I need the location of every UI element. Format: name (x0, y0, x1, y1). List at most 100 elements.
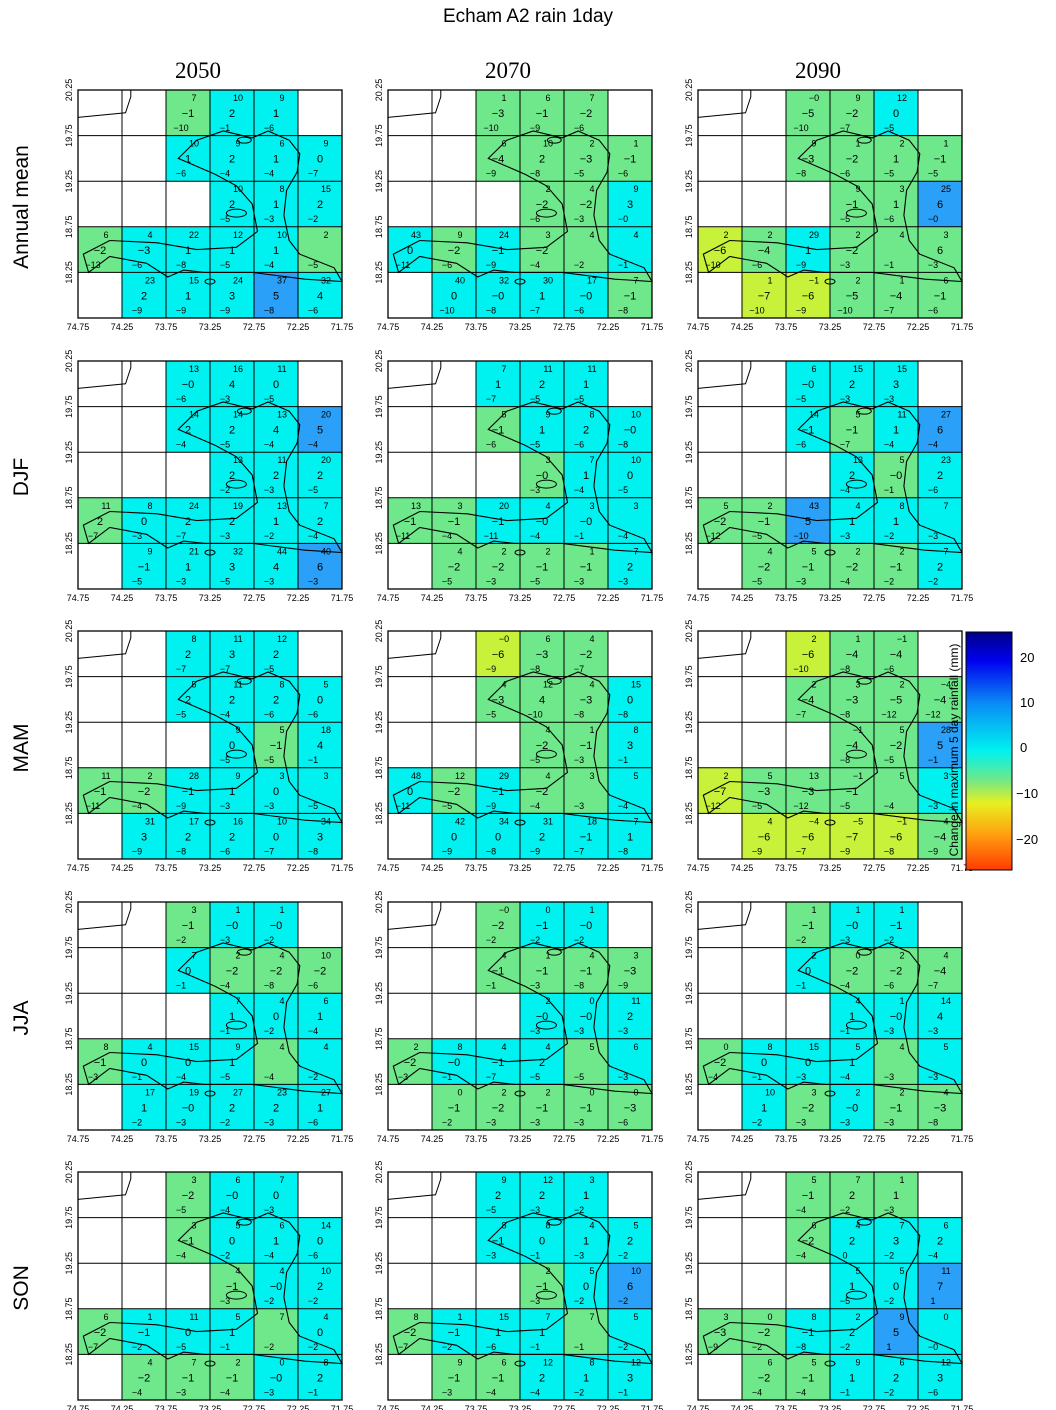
cell-min-label: −2 (884, 935, 894, 945)
cell-max-label: 15 (897, 364, 907, 374)
cell-max-label: 10 (631, 410, 641, 420)
cell-max-label: 1 (147, 1312, 152, 1322)
cell-min-label: −3 (618, 1026, 628, 1036)
cell-median-label: −4 (846, 740, 859, 752)
cell-median-label: 2 (273, 1102, 279, 1114)
data-cell (918, 676, 962, 723)
cell-min-label: −3 (574, 214, 584, 224)
x-tick-label: 72.25 (287, 322, 310, 332)
x-tick-label: 73.75 (465, 322, 488, 332)
cell-max-label: 4 (899, 1042, 904, 1052)
cell-max-label: 2 (545, 996, 550, 1006)
y-tick-label: 19.25 (684, 1252, 694, 1275)
data-cell (298, 1038, 342, 1085)
y-tick-label: 19.75 (374, 665, 384, 688)
cell-min-label: −9 (708, 1342, 718, 1352)
y-tick-label: 19.75 (374, 395, 384, 418)
data-cell (298, 497, 342, 544)
cell-min-label: −5 (796, 394, 806, 404)
cell-min-label: −2 (884, 531, 894, 541)
data-cell (78, 497, 122, 544)
cell-max-label: 15 (499, 1312, 509, 1322)
island-vache (514, 549, 526, 556)
cell-min-label: −7 (486, 1072, 496, 1082)
data-cell (564, 1263, 608, 1309)
cell-min-label: −5 (840, 214, 850, 224)
x-tick-label: 73.25 (199, 863, 222, 873)
cell-median-label: −2 (580, 108, 593, 120)
x-tick-label: 71.75 (951, 1404, 974, 1410)
x-tick-label: 72.25 (287, 863, 310, 873)
cell-max-label: 4 (545, 771, 550, 781)
cell-median-label: −3 (624, 966, 637, 978)
cell-min-label: −12 (705, 531, 720, 541)
cell-max-label: 4 (501, 680, 506, 690)
cell-median-label: 1 (273, 108, 279, 120)
cell-min-label: −8 (884, 846, 894, 856)
cell-max-label: 5 (899, 1266, 904, 1276)
panel-frame (697, 901, 963, 1131)
cell-min-label: −9 (176, 305, 186, 315)
data-cell (476, 676, 520, 723)
cell-min-label: −4 (796, 1251, 806, 1261)
cell-median-label: −3 (492, 108, 505, 120)
cell-max-label: 25 (941, 184, 951, 194)
x-tick-label: 72.25 (907, 593, 930, 603)
cell-min-label: −2 (884, 1296, 894, 1306)
cell-min-label: −3 (618, 576, 628, 586)
cell-min-label: −7 (574, 664, 584, 674)
cell-max-label: 2 (545, 1087, 550, 1097)
cell-max-label: 6 (501, 1357, 506, 1367)
cell-max-label: 32 (233, 546, 243, 556)
cell-min-label: −1 (308, 1387, 318, 1397)
cell-min-label: −3 (264, 214, 274, 224)
cell-min-label: −12 (705, 801, 720, 811)
cell-max-label: 3 (855, 680, 860, 690)
cell-min-label: −3 (618, 1072, 628, 1082)
cell-median-label: 1 (185, 561, 191, 573)
cell-max-label: 4 (279, 996, 284, 1006)
data-cell (742, 543, 786, 589)
cell-max-label: 7 (279, 1312, 284, 1322)
cell-median-label: 2 (849, 1236, 855, 1248)
cell-min-label: −3 (486, 1251, 496, 1261)
cell-max-label: 4 (633, 230, 638, 240)
panel-frame (387, 89, 653, 319)
cell-median-label: −0 (536, 516, 549, 528)
cell-min-label: −3 (574, 576, 584, 586)
cell-median-label: 3 (229, 649, 235, 661)
coastline-north (387, 1172, 442, 1200)
y-tick-label: 18.25 (374, 532, 384, 555)
cell-max-label: 5 (633, 771, 638, 781)
cell-min-label: −3 (88, 1072, 98, 1082)
cell-max-label: −1 (897, 634, 907, 644)
data-cell (786, 90, 830, 136)
coastline-north (77, 361, 132, 389)
data-cell (388, 226, 432, 273)
cell-median-label: 2 (229, 108, 235, 120)
data-cell (78, 1038, 122, 1085)
cell-max-label: 23 (941, 455, 951, 465)
y-tick-label: 18.25 (64, 802, 74, 825)
cell-max-label: 11 (101, 501, 110, 511)
data-cell (210, 543, 254, 589)
data-cell (564, 631, 608, 677)
data-cell (564, 993, 608, 1039)
x-tick-label: 71.75 (331, 1134, 354, 1144)
cell-min-label: −8 (486, 846, 496, 856)
cell-median-label: −2 (802, 1102, 815, 1114)
data-cell (210, 1354, 254, 1400)
cell-max-label: 4 (279, 1266, 284, 1276)
cell-min-label: −2 (574, 1296, 584, 1306)
cell-max-label: 5 (899, 771, 904, 781)
x-tick-label: 71.75 (641, 593, 664, 603)
cell-median-label: 1 (583, 379, 589, 391)
cell-min-label: −1 (618, 1387, 628, 1397)
island-vache (514, 1360, 526, 1367)
cell-median-label: −3 (624, 1102, 637, 1114)
cell-median-label: 0 (317, 154, 323, 166)
panel-frame (77, 89, 343, 319)
cell-max-label: 5 (501, 410, 506, 420)
cell-min-label: −2 (530, 935, 540, 945)
y-tick-label: 20.25 (684, 620, 694, 643)
